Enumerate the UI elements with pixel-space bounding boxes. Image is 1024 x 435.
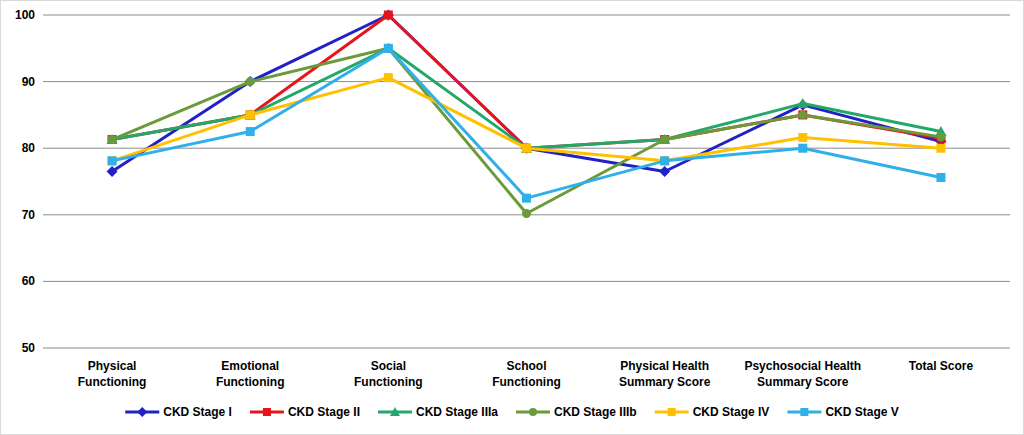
- point-marker: [660, 156, 669, 165]
- legend-label: CKD Stage IV: [693, 405, 770, 419]
- point-marker: [108, 156, 117, 165]
- grid-line: [43, 348, 1010, 349]
- x-tick-label-line: Functioning: [78, 375, 147, 389]
- legend-item: CKD Stage II: [250, 405, 360, 419]
- legend-label: CKD Stage IIIb: [554, 405, 637, 419]
- x-tick-label: Physical Functioning: [78, 359, 147, 389]
- point-marker: [108, 135, 117, 144]
- point-marker: [246, 110, 255, 119]
- point-marker: [798, 144, 807, 153]
- x-tick-label-line: Social: [371, 359, 406, 373]
- x-tick-label-line: Physical Health: [620, 359, 709, 373]
- point-marker: [383, 43, 394, 53]
- point-marker: [936, 173, 945, 182]
- y-tick-label: 60: [22, 274, 36, 288]
- point-marker: [246, 127, 255, 136]
- legend-swatch-marker: [390, 407, 400, 416]
- point-marker: [245, 109, 256, 119]
- x-tick-label: School Functioning: [492, 359, 561, 389]
- point-marker: [108, 135, 117, 144]
- point-marker: [936, 144, 945, 153]
- point-marker: [246, 77, 255, 86]
- point-marker: [384, 73, 393, 82]
- legend-label: CKD Stage IIIa: [416, 405, 498, 419]
- legend: CKD Stage I CKD Stage II CKD Stage IIIa CKD…: [125, 405, 898, 419]
- legend-item: CKD Stage IIIb: [516, 405, 637, 419]
- grid-line: [43, 81, 1010, 82]
- point-marker: [521, 143, 532, 153]
- point-marker: [660, 135, 669, 144]
- point-marker: [384, 44, 393, 53]
- legend-item: CKD Stage I: [125, 405, 232, 419]
- point-marker: [522, 144, 531, 153]
- x-tick-label: Social Functioning: [354, 359, 423, 389]
- series-line: [112, 15, 941, 148]
- point-marker: [798, 110, 807, 119]
- point-marker: [246, 110, 255, 119]
- y-tick-label: 70: [22, 208, 36, 222]
- point-marker: [521, 143, 532, 154]
- point-marker: [936, 132, 945, 141]
- y-tick-label: 90: [22, 75, 36, 89]
- x-tick-label-line: Emotional: [221, 359, 279, 373]
- plot-area: [107, 10, 947, 218]
- x-tick-label: Emotional Functioning: [216, 359, 285, 389]
- x-tick-label-line: Functioning: [492, 375, 561, 389]
- y-tick-label: 50: [22, 341, 36, 355]
- legend-label: CKD Stage I: [163, 405, 232, 419]
- point-marker: [798, 110, 807, 119]
- legend-item: CKD Stage IV: [655, 405, 770, 419]
- legend-swatch-marker: [800, 408, 808, 416]
- legend-swatch-marker: [137, 407, 147, 417]
- point-marker: [798, 133, 807, 142]
- legend-label: CKD Stage V: [825, 405, 898, 419]
- legend-label: CKD Stage II: [288, 405, 360, 419]
- series-line: [112, 78, 941, 161]
- point-marker: [797, 98, 808, 108]
- point-marker: [522, 209, 531, 218]
- legend-item: CKD Stage IIIa: [378, 405, 498, 419]
- legend-swatch-marker: [529, 408, 537, 416]
- point-marker: [660, 156, 669, 165]
- x-tick-label-line: Total Score: [909, 359, 974, 373]
- point-marker: [108, 156, 117, 165]
- point-marker: [384, 11, 393, 20]
- point-marker: [107, 134, 118, 144]
- series-line: [112, 48, 941, 198]
- x-tick-label: Total Score: [909, 359, 974, 373]
- legend-swatch-marker: [668, 408, 676, 416]
- y-tick-label: 80: [22, 141, 36, 155]
- point-marker: [660, 135, 669, 144]
- series-line: [112, 48, 941, 213]
- point-marker: [384, 44, 393, 53]
- grid-line: [43, 15, 1010, 16]
- grid-line: [43, 281, 1010, 282]
- chart-frame: [1, 1, 1024, 435]
- point-marker: [522, 194, 531, 203]
- point-marker: [659, 166, 670, 177]
- x-tick-label-line: Functioning: [354, 375, 423, 389]
- legend-item: CKD Stage V: [787, 405, 898, 419]
- point-marker: [245, 76, 256, 87]
- chart: 5060708090100PhysicalFunctioningEmotiona…: [0, 0, 1024, 435]
- x-tick-label-line: Functioning: [216, 375, 285, 389]
- series-line: [112, 15, 941, 172]
- x-tick-label-line: Summary Score: [619, 375, 711, 389]
- x-tick-label-line: School: [506, 359, 546, 373]
- point-marker: [383, 10, 394, 21]
- x-tick-label: Physical Health Summary Score: [619, 359, 711, 389]
- y-tick-label: 100: [15, 8, 35, 22]
- x-tick-label: Psychosocial Health Summary Score: [744, 359, 861, 389]
- x-tick-label-line: Summary Score: [757, 375, 849, 389]
- legend-swatch-marker: [263, 408, 271, 416]
- point-marker: [107, 166, 118, 177]
- point-marker: [522, 144, 531, 153]
- x-tick-label-line: Psychosocial Health: [744, 359, 861, 373]
- x-tick-label-line: Physical: [88, 359, 137, 373]
